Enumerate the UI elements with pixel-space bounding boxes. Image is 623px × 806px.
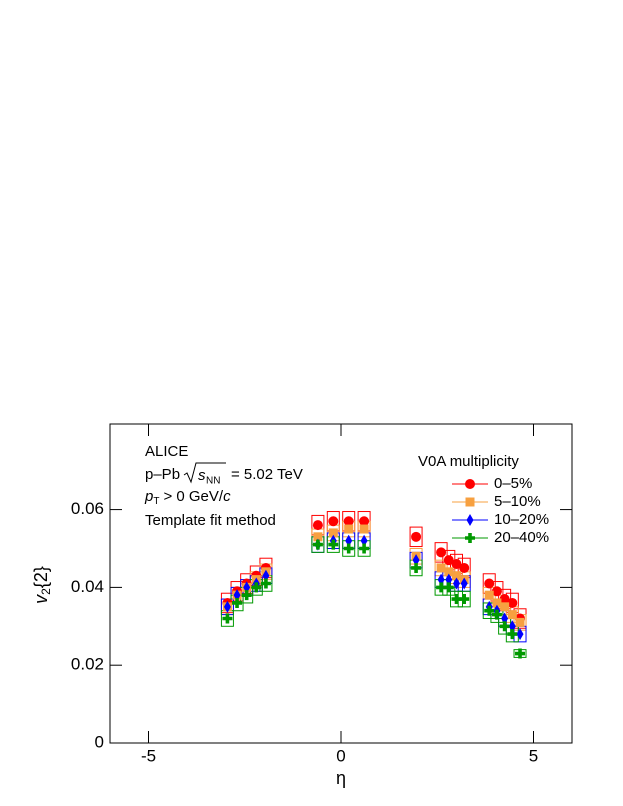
legend-title: V0A multiplicity [418,453,519,470]
data-point [436,547,447,558]
data-point [443,555,454,566]
sqrt-sign [183,462,226,484]
data-point [313,532,323,542]
legend-marker [465,497,475,507]
data-point [515,648,526,659]
data-point [312,520,323,531]
legend-label: 20–40% [494,529,549,546]
pt-unit: c [223,488,231,505]
pt-cut: > 0 GeV/ [163,488,223,505]
x-axis-label: η [336,768,346,788]
system: p–Pb [145,466,180,483]
x-tick-label: 0 [336,746,345,765]
data-point [453,577,460,590]
y-tick-label: 0.06 [71,499,104,518]
y-label-subscript: 2 [39,588,53,595]
method-label: Template fit method [145,512,276,529]
data-point [507,610,517,620]
data-point [359,524,369,534]
legend-label: 0–5% [494,475,532,492]
data-point [491,586,502,597]
data-point [222,613,233,624]
data-point [484,578,495,589]
data-point [436,582,447,593]
data-point [491,609,502,620]
data-point [484,605,495,616]
experiment-label: ALICE [145,443,188,460]
data-point [443,582,454,593]
x-tick-label: 5 [529,746,538,765]
system-label: p–Pb [145,466,180,483]
energy-symbol: s [198,467,206,484]
data-point [232,597,243,608]
data-point [411,531,422,542]
data-point [436,563,446,573]
energy: = 5.02 TeV [231,466,303,483]
data-point [507,597,518,608]
data-point [260,578,271,589]
data-point [328,539,339,550]
data-point [223,600,231,613]
data-point [515,617,525,627]
pt-label: pT > 0 GeV/c [144,488,231,507]
data-point [499,621,510,632]
legend-marker [466,514,474,526]
data-point [492,598,502,608]
data-point [452,571,461,581]
data-point [444,567,454,577]
legend-marker [465,479,475,489]
x-tick-label: -5 [141,746,156,765]
data-point [343,543,354,554]
data-point [459,594,470,605]
legend-label: 5–10% [494,493,541,510]
data-point [241,590,252,601]
data-point [516,628,524,641]
data-point [484,590,494,600]
y-tick-label: 0.04 [71,577,104,596]
legend-marker [465,533,476,543]
y-tick-label: 0.02 [71,655,104,674]
data-point [459,562,470,573]
data-point [344,524,354,534]
data-point [312,539,323,550]
data-point [460,577,468,590]
syst-box [409,526,423,548]
data-point [499,594,510,605]
data-point [451,594,462,605]
data-point [328,516,339,527]
legend-label: 10–20% [494,511,549,528]
y-label-symbol: v [31,594,51,604]
energy-subscript: NN [206,476,220,487]
syst-box [434,542,448,563]
data-point [451,559,462,570]
data-point [251,582,262,593]
data-point [500,602,510,612]
y-tick-label: 0 [95,732,104,751]
pt-symbol: p [144,488,153,505]
data-point [359,516,370,527]
data-point [507,629,518,640]
data-point [328,528,338,538]
pt-subscript: T [153,496,159,507]
y-label-suffix: {2} [31,566,51,588]
data-point [343,516,354,527]
data-point [359,543,370,554]
data-point [411,562,422,573]
y-axis-label: v2{2} [31,566,53,604]
